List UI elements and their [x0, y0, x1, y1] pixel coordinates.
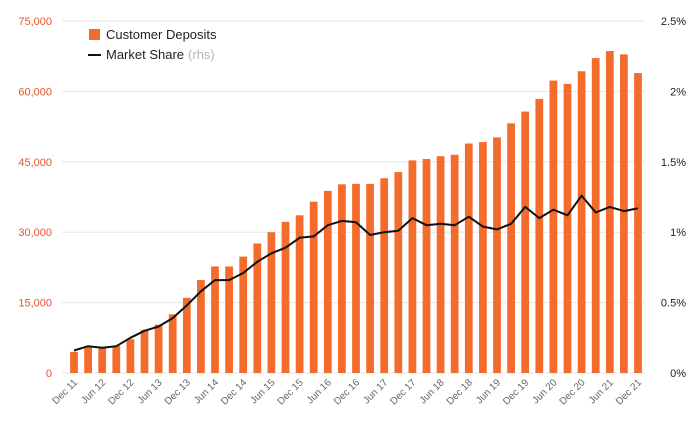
deposit-bar: [521, 111, 530, 374]
right-axis-tick-label: 0.5%: [661, 298, 686, 310]
x-axis-tick-label: Dec 16: [332, 377, 362, 407]
deposit-bar: [493, 137, 501, 373]
deposit-bar: [605, 51, 614, 374]
deposit-bar: [634, 73, 642, 373]
right-axis: 0% 0.5% 1% 1.5% 2% 2.5%: [661, 16, 686, 380]
right-axis-tick-label: 2.5%: [661, 16, 686, 28]
left-axis-tick-label: 45,000: [18, 157, 52, 169]
x-axis-tick-label: Jun 18: [418, 377, 447, 406]
deposit-bar: [112, 345, 121, 373]
deposit-bar: [408, 160, 417, 373]
deposit-bar: [225, 266, 233, 373]
x-axis-tick-label: Dec 21: [614, 377, 644, 407]
legend-bar-label: Customer Deposits: [106, 27, 217, 42]
market-share-line-group: [73, 194, 639, 352]
x-axis-tick-label: Jun 13: [136, 377, 165, 406]
right-axis-tick-label: 1%: [670, 227, 686, 239]
deposit-bar: [267, 232, 276, 373]
deposit-bar: [168, 314, 177, 373]
deposit-bar: [464, 143, 473, 373]
right-axis-tick-label: 0%: [670, 368, 686, 380]
x-axis-tick-label: Dec 12: [106, 377, 136, 407]
x-axis-tick-label: Dec 15: [276, 377, 306, 407]
deposit-bar: [549, 80, 558, 373]
market-share-line: [73, 194, 639, 352]
legend: Customer Deposits Market Share (rhs): [88, 27, 217, 62]
deposit-bar: [450, 154, 459, 373]
left-axis-tick-label: 30,000: [18, 227, 52, 239]
deposit-bar: [323, 190, 332, 373]
left-axis-tick-label: 0: [46, 368, 52, 380]
deposit-bar: [577, 71, 586, 374]
deposit-bar: [436, 156, 445, 373]
x-axis-tick-label: Jun 12: [79, 377, 108, 406]
left-axis-tick-label: 60,000: [18, 86, 52, 98]
x-axis-tick-label: Jun 16: [305, 377, 334, 406]
x-axis-tick-label: Jun 14: [192, 377, 221, 406]
deposit-bar: [535, 98, 544, 373]
deposit-bar: [394, 172, 403, 373]
x-axis-tick-label: Jun 15: [249, 377, 278, 406]
legend-bar-swatch: [89, 29, 100, 40]
x-axis-tick-label: Jun 17: [361, 377, 390, 406]
deposit-bar: [182, 297, 191, 373]
x-axis-tick-label: Jun 19: [474, 377, 503, 406]
x-axis-tick-label: Dec 17: [388, 377, 418, 407]
left-axis-tick-label: 75,000: [18, 16, 52, 28]
deposit-bar: [70, 351, 78, 373]
x-axis-tick-label: Dec 13: [163, 377, 193, 407]
deposit-bar: [591, 58, 600, 373]
deposit-bar: [154, 324, 163, 373]
deposit-bar: [563, 83, 572, 374]
x-axis-tick-label: Dec 20: [558, 377, 588, 407]
deposit-bar: [126, 339, 135, 373]
x-axis-tick-label: Dec 14: [219, 377, 249, 407]
deposit-bar: [366, 183, 374, 373]
deposit-bar: [309, 201, 318, 373]
deposit-bar: [295, 215, 304, 373]
x-axis-tick-label: Dec 11: [50, 377, 80, 407]
deposit-bar: [140, 329, 149, 373]
deposit-bars: [70, 51, 642, 374]
left-axis-tick-label: 15,000: [18, 298, 52, 310]
x-axis-tick-label: Jun 21: [587, 377, 616, 406]
deposit-bar: [380, 178, 389, 373]
deposit-bar: [422, 158, 431, 373]
deposit-bar: [338, 184, 346, 373]
deposit-bar: [239, 256, 248, 373]
deposit-bar: [197, 280, 205, 373]
legend-line-label-main: Market Share: [106, 47, 184, 62]
legend-line-label-rhs: (rhs): [188, 47, 215, 62]
x-axis-tick-label: Jun 20: [531, 377, 560, 406]
deposit-bar: [281, 221, 290, 373]
x-axis-tick-label: Dec 18: [445, 377, 475, 407]
right-axis-tick-label: 1.5%: [661, 157, 686, 169]
deposit-bar: [620, 54, 628, 374]
deposit-bar: [479, 142, 487, 373]
deposit-bar: [84, 347, 92, 373]
deposit-bar: [253, 243, 262, 373]
right-axis-tick-label: 2%: [670, 86, 686, 98]
legend-line-label: Market Share (rhs): [106, 47, 215, 62]
deposit-bar: [98, 348, 107, 373]
deposit-bar: [211, 266, 219, 373]
x-axis-tick-label: Dec 19: [501, 377, 531, 407]
left-axis: 0 15,000 30,000 45,000 60,000 75,000: [18, 16, 52, 380]
deposit-bar: [352, 183, 360, 373]
deposit-bar: [507, 123, 515, 373]
